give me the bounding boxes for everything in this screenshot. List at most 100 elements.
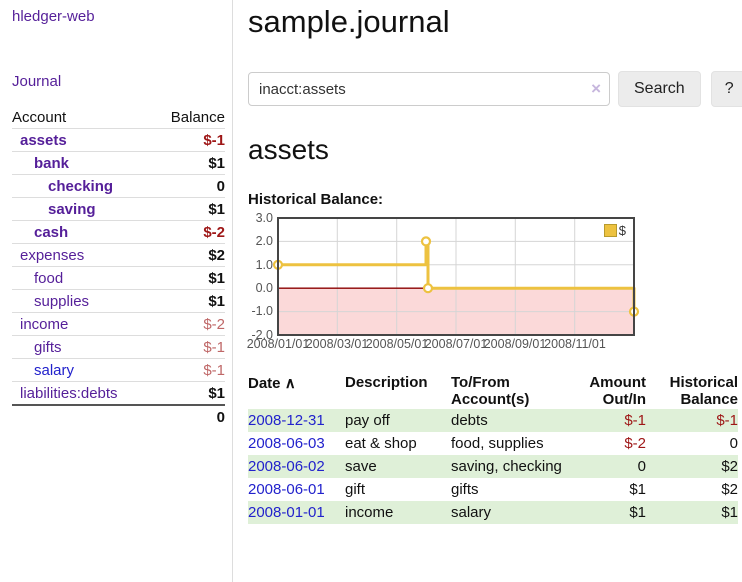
account-balance: $-2: [152, 220, 225, 244]
account-balance: $-1: [152, 335, 225, 359]
account-row: bank $1: [12, 151, 225, 175]
account-row: assets $-1: [12, 128, 225, 152]
account-link[interactable]: cash: [34, 224, 69, 241]
account-balance: $2: [152, 243, 225, 267]
transaction-date-link[interactable]: 2008-12-31: [248, 412, 325, 429]
transaction-accounts: salary: [451, 501, 563, 524]
transaction-description: eat & shop: [345, 435, 417, 452]
account-balance: $-1: [152, 358, 225, 382]
column-header-date[interactable]: Date ∧: [248, 373, 345, 409]
register-row[interactable]: 2008-12-31 pay off debts $-1 $-1: [248, 409, 738, 432]
column-header-balance: Historical Balance: [669, 374, 738, 408]
x-tick-label: 2008/01/01: [246, 337, 310, 351]
x-tick-label: 2008/05/01: [365, 337, 429, 351]
account-link[interactable]: bank: [34, 155, 70, 172]
help-button[interactable]: ?: [710, 71, 742, 107]
account-link[interactable]: gifts: [34, 339, 62, 356]
legend-label: $: [618, 223, 626, 238]
chart-x-axis: 2008/01/01 2008/03/01 2008/05/01 2008/07…: [247, 337, 635, 353]
account-row: checking 0: [12, 174, 225, 198]
account-row: food $1: [12, 266, 225, 290]
transaction-balance: $2: [646, 455, 738, 478]
account-balance: $1: [152, 381, 225, 406]
transaction-description: gift: [345, 481, 366, 498]
search-form: × Search ?: [248, 71, 742, 107]
clear-search-icon[interactable]: ×: [591, 79, 601, 98]
x-tick-label: 2008/07/01: [424, 337, 488, 351]
account-balance: 0: [152, 174, 225, 198]
search-input[interactable]: [248, 72, 610, 106]
account-link[interactable]: checking: [48, 178, 114, 195]
account-link[interactable]: supplies: [34, 293, 90, 310]
register-table: Date ∧ Description To/From Account(s) Am…: [248, 373, 738, 524]
account-row: income $-2: [12, 312, 225, 336]
account-balance: $1: [152, 289, 225, 313]
register-row[interactable]: 2008-01-01 income salary $1 $1: [248, 501, 738, 524]
account-link[interactable]: income: [20, 316, 69, 333]
account-balance: $1: [152, 266, 225, 290]
transaction-amount: 0: [563, 455, 646, 478]
accounts-header-row: Account Balance: [12, 106, 225, 129]
account-row: cash $-2: [12, 220, 225, 244]
y-tick-label: -2.0: [251, 328, 273, 342]
account-balance: $1: [152, 197, 225, 221]
register-row[interactable]: 2008-06-01 gift gifts $1 $2: [248, 478, 738, 501]
brand-link[interactable]: hledger-web: [12, 8, 95, 25]
account-row: expenses $2: [12, 243, 225, 267]
register-header-row: Date ∧ Description To/From Account(s) Am…: [248, 373, 738, 409]
account-balance: $1: [152, 151, 225, 175]
transaction-balance: $2: [721, 481, 738, 498]
column-header-accounts: To/From Account(s): [451, 374, 530, 408]
search-button[interactable]: Search: [618, 71, 701, 107]
y-tick-label: 3.0: [255, 211, 273, 225]
transaction-date-link[interactable]: 2008-06-03: [248, 435, 325, 452]
transaction-amount: $-1: [563, 409, 646, 432]
transaction-accounts: debts: [451, 409, 563, 432]
transaction-date-link[interactable]: 2008-01-01: [248, 504, 325, 521]
transaction-description: pay off: [345, 409, 451, 432]
transaction-balance: $-1: [646, 409, 738, 432]
accounts-header-account: Account: [12, 106, 153, 129]
chart-title: Historical Balance:: [248, 191, 384, 208]
column-header-amount: Amount Out/In: [589, 374, 646, 408]
transaction-description: income: [345, 501, 451, 524]
account-row: liabilities:debts $1: [12, 381, 225, 406]
transaction-date-link[interactable]: 2008-06-02: [248, 458, 325, 475]
legend-swatch-icon: [603, 224, 617, 237]
account-link[interactable]: saving: [48, 201, 96, 218]
x-tick-label: 2008/11/01: [544, 337, 606, 351]
account-link[interactable]: assets: [20, 132, 67, 149]
account-link[interactable]: salary: [34, 362, 75, 379]
page-title: sample.journal: [248, 4, 450, 39]
transaction-date-link[interactable]: 2008-06-01: [248, 481, 325, 498]
account-row: gifts $-1: [12, 335, 225, 359]
account-balance: $-1: [152, 128, 225, 152]
account-balance: $-2: [152, 312, 225, 336]
account-link[interactable]: food: [34, 270, 64, 287]
transaction-amount: $1: [629, 481, 646, 498]
account-link[interactable]: liabilities:debts: [20, 385, 118, 402]
transaction-amount: $1: [563, 501, 646, 524]
accounts-header-balance: Balance: [152, 106, 225, 129]
date-header-label: Date: [248, 375, 281, 392]
historical-balance-chart: 3.0 2.0 1.0 0.0 -1.0 -2.0: [247, 211, 640, 353]
y-tick-label: 2.0: [255, 234, 273, 248]
column-header-description: Description: [345, 374, 428, 391]
main-content: sample.journal × Search ? assets Histori…: [233, 0, 742, 524]
account-link[interactable]: expenses: [20, 247, 85, 264]
transaction-accounts: gifts: [451, 481, 479, 498]
accounts-table: Account Balance assets $-1 bank $1 check…: [12, 106, 225, 428]
transaction-amount: $-2: [624, 435, 646, 452]
sidebar: hledger-web Journal Account Balance asse…: [0, 0, 233, 582]
y-tick-label: 1.0: [255, 258, 273, 272]
sidebar-item-journal[interactable]: Journal: [12, 73, 62, 90]
transaction-accounts: saving, checking: [451, 455, 563, 478]
account-row: salary $-1: [12, 358, 225, 382]
transaction-balance: $1: [646, 501, 738, 524]
accounts-total-row: 0: [12, 404, 225, 428]
y-tick-label: 0.0: [255, 281, 273, 295]
register-row[interactable]: 2008-06-03 eat & shop food, supplies $-2…: [248, 432, 738, 455]
y-tick-label: -1.0: [251, 304, 273, 318]
x-tick-label: 2008/03/01: [305, 337, 369, 351]
register-row[interactable]: 2008-06-02 save saving, checking 0 $2: [248, 455, 738, 478]
